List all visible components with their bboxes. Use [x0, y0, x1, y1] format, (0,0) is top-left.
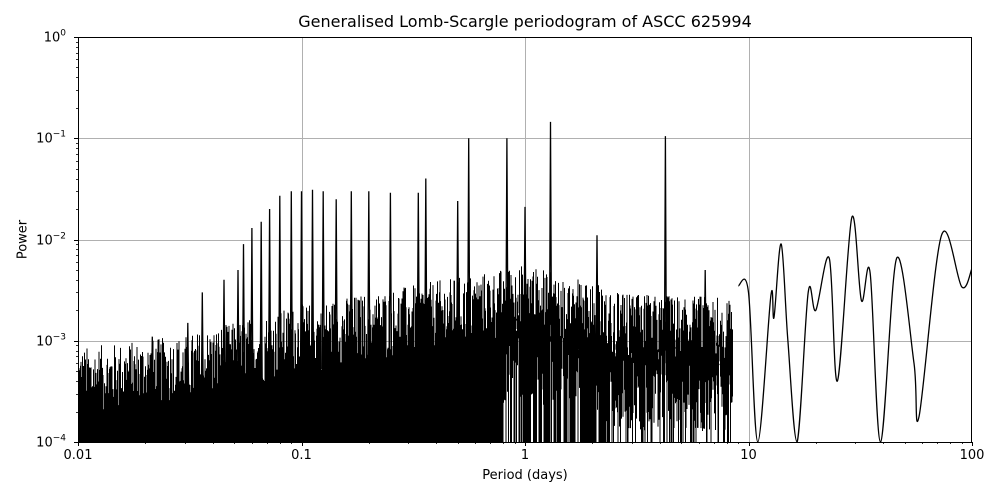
x-tick-label: 100	[959, 448, 985, 463]
periodogram-line	[78, 121, 972, 442]
noise-band	[78, 266, 733, 442]
y-tick-label: 10−2	[36, 231, 66, 248]
y-axis-label: Power	[15, 219, 31, 260]
x-tick-label: 10	[740, 448, 757, 463]
x-tick-label: 1	[520, 448, 530, 463]
chart-title: Generalised Lomb-Scargle periodogram of …	[298, 12, 752, 31]
long-period-curve	[737, 215, 972, 442]
plot-frame	[78, 37, 972, 443]
y-tick-label: 10−4	[36, 433, 66, 451]
y-tick-label: 10−1	[36, 129, 66, 147]
x-tick-label: 0.01	[63, 448, 93, 463]
alias-peaks	[150, 121, 707, 408]
x-axis-label: Period (days)	[482, 468, 568, 483]
y-tick-label: 10−3	[36, 332, 66, 350]
y-tick-label: 100	[43, 28, 66, 46]
x-tick-label: 0.1	[291, 448, 312, 463]
